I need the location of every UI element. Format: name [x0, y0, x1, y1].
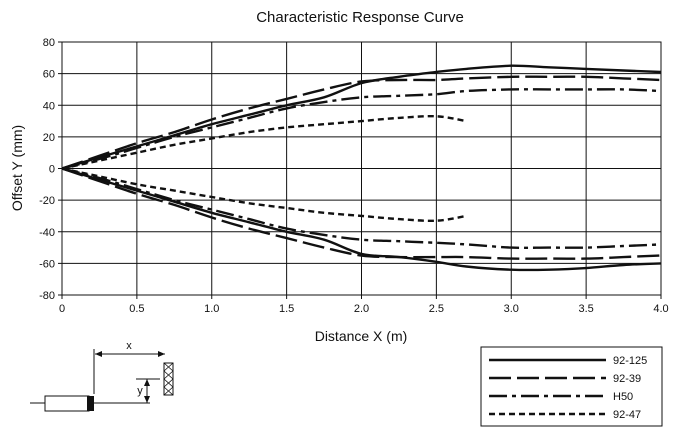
x-arrow-right — [158, 351, 165, 357]
legend-label-92-39: 92-39 — [613, 373, 641, 385]
x-tick-label: 2.0 — [354, 303, 369, 315]
reflector — [163, 362, 174, 396]
legend-label-92-125: 92-125 — [613, 355, 647, 367]
sensor-body — [44, 395, 90, 412]
y-dimension-label: y — [137, 385, 143, 397]
y-tick-label: 80 — [43, 37, 55, 49]
x-tick-label: 4.0 — [653, 303, 668, 315]
y-arrow-top — [144, 379, 150, 386]
x-tick-label: 1.5 — [279, 303, 294, 315]
legend-label-h50: H50 — [613, 391, 633, 403]
y-tick-label: 60 — [43, 69, 55, 81]
y-tick-label: -60 — [39, 258, 55, 270]
x-tick-label: 2.5 — [429, 303, 444, 315]
x-tick-label: 1.0 — [204, 303, 219, 315]
chart-title: Characteristic Response Curve — [256, 9, 464, 26]
x-tick-label: 0.5 — [129, 303, 144, 315]
series-92-39-lower-line — [61, 167, 662, 260]
legend: 92-125 92-39 H50 92-47 — [489, 355, 647, 421]
grid-lines — [62, 42, 661, 295]
series-h50-lower-line — [61, 167, 662, 250]
x-dimension-label: x — [126, 340, 132, 352]
y-tick-label: -20 — [39, 195, 55, 207]
sensor-lens — [87, 396, 94, 411]
y-tick-label: 0 — [49, 164, 55, 176]
reflector-hatch — [163, 362, 174, 396]
x-tick-label: 0 — [59, 303, 65, 315]
series-92-125-upper-line — [61, 64, 662, 170]
y-tick-label: 40 — [43, 100, 55, 112]
series-92-39-upper-line — [61, 75, 662, 170]
y-axis-label: Offset Y (mm) — [9, 125, 25, 211]
series-group — [61, 64, 662, 272]
y-tick-label: -40 — [39, 227, 55, 239]
series-92-47-upper-line — [61, 114, 467, 170]
series-h50-upper-line — [61, 88, 662, 170]
x-axis-label: Distance X (m) — [315, 328, 408, 344]
x-arrow-left — [95, 351, 102, 357]
series-92-47-lower-line — [61, 167, 467, 223]
x-tick-label: 3.0 — [504, 303, 519, 315]
y-arrow-bottom — [144, 396, 150, 403]
y-tick-label: 20 — [43, 132, 55, 144]
y-tick-label: -80 — [39, 290, 55, 302]
series-92-125-lower-line — [61, 167, 662, 272]
sensor-diagram: x y — [30, 340, 174, 412]
legend-label-92-47: 92-47 — [613, 409, 641, 421]
tick-labels: 0 0.5 1.0 1.5 2.0 2.5 3.0 3.5 4.0 80 60 40 20 0 -20 -40… — [39, 37, 669, 315]
x-tick-label: 3.5 — [578, 303, 593, 315]
